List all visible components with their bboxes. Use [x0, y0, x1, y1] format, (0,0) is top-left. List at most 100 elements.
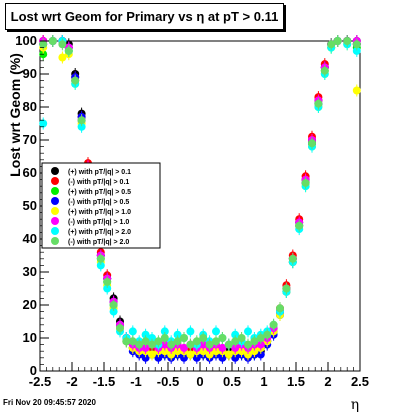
data-point: [192, 337, 201, 346]
y-tick-label: 50: [23, 198, 37, 213]
data-point: [224, 350, 233, 359]
data-point: [250, 337, 259, 346]
legend-label: (-) with pT/|q| > 1.0: [68, 219, 129, 226]
legend-marker: [51, 207, 59, 215]
data-point: [320, 66, 329, 75]
legend-marker: [51, 197, 59, 205]
data-point: [250, 347, 259, 356]
legend-label: (-) with pT/|q| > 0.1: [68, 179, 129, 186]
y-axis-label: Lost wrt Geom (%): [7, 53, 23, 177]
data-point: [218, 334, 227, 342]
data-point: [218, 343, 227, 352]
data-point: [314, 99, 323, 108]
data-point: [301, 178, 310, 187]
legend-label: (+) with pT/|q| > 2.0: [68, 229, 131, 236]
data-point: [244, 350, 252, 359]
data-point: [122, 337, 131, 346]
y-tick-label: 70: [23, 132, 37, 147]
legend: (+) with pT/|q| > 0.1 (-) with pT/|q| > 0…: [41, 162, 161, 249]
legend-marker: [51, 187, 59, 195]
data-point: [186, 327, 195, 336]
data-point: [77, 122, 86, 131]
data-point: [192, 353, 201, 362]
axes-layer: -2.5 -2 -1.5 -1 -0.5 0 0.5 1 1.5 2 2.5 0 10 20 30 40 50 6…: [15, 33, 369, 389]
data-point: [173, 347, 182, 356]
data-point: [244, 340, 252, 349]
data-point: [343, 37, 352, 45]
data-point: [256, 334, 265, 342]
data-point: [96, 254, 105, 263]
data-point: [135, 340, 144, 349]
data-point: [148, 334, 156, 342]
x-tick-label: 2: [324, 374, 331, 389]
chart-title: Lost wrt Geom for Primary vs η at pT > 0…: [10, 9, 279, 24]
legend-label: (+) with pT/|q| > 0.5: [68, 189, 131, 196]
data-point: [199, 340, 208, 349]
data-point: [148, 350, 156, 359]
data-point: [295, 221, 304, 230]
legend-label: (-) with pT/|q| > 2.0: [68, 239, 129, 246]
data-point: [128, 337, 137, 346]
legend-marker: [51, 177, 59, 185]
x-tick-label: 1: [260, 374, 267, 389]
data-point: [180, 353, 188, 362]
data-point: [244, 327, 252, 336]
data-point: [154, 337, 163, 346]
data-point: [103, 284, 112, 293]
y-tick-label: 60: [23, 165, 37, 180]
data-point: [231, 343, 240, 352]
data-point: [58, 40, 67, 49]
legend-label: (+) with pT/|q| > 0.1: [68, 169, 131, 176]
legend-marker: [51, 237, 59, 245]
data-point: [199, 334, 208, 342]
data-point: [141, 337, 150, 346]
data-point: [352, 40, 361, 49]
y-tick-label: 40: [23, 231, 37, 246]
data-point: [160, 327, 169, 336]
x-tick-label: 0.5: [223, 374, 241, 389]
data-point: [231, 353, 240, 362]
data-point: [256, 350, 265, 359]
data-point: [116, 324, 124, 333]
data-point: [167, 350, 176, 359]
data-point: [173, 337, 182, 346]
y-tick-label: 0: [30, 363, 37, 378]
data-point: [180, 334, 188, 342]
data-point: [154, 353, 163, 362]
y-tick-label: 10: [23, 330, 37, 345]
data-point: [173, 330, 182, 339]
y-tick-label: 30: [23, 264, 37, 279]
data-point: [218, 353, 227, 362]
data-point: [352, 46, 361, 55]
legend-marker: [51, 227, 59, 235]
data-point: [308, 139, 316, 148]
data-point: [212, 347, 220, 356]
data-point: [263, 330, 272, 339]
data-point: [71, 76, 80, 85]
data-point: [160, 347, 169, 356]
data-point: [109, 301, 118, 309]
data-point: [39, 40, 48, 49]
legend-box: [41, 162, 161, 249]
legend-label: (+) with pT/|q| > 1.0: [68, 209, 131, 216]
data-point: [180, 343, 188, 352]
y-tick-label: 20: [23, 297, 37, 312]
data-point: [148, 340, 156, 349]
x-tick-label: -0.5: [157, 374, 179, 389]
data-point: [96, 261, 105, 270]
data-point: [333, 37, 342, 45]
data-point: [237, 347, 246, 356]
legend-marker: [51, 217, 59, 225]
x-tick-label: 2.5: [351, 374, 369, 389]
data-point: [205, 350, 214, 359]
data-point: [276, 304, 284, 313]
data-point: [269, 320, 278, 329]
data-point: [212, 327, 220, 336]
legend-marker: [51, 167, 59, 175]
x-tick-label: -1: [130, 374, 142, 389]
x-tick-label: -2.5: [29, 374, 51, 389]
data-point: [352, 86, 361, 95]
data-point: [64, 46, 73, 55]
x-tick-label: 1.5: [287, 374, 305, 389]
